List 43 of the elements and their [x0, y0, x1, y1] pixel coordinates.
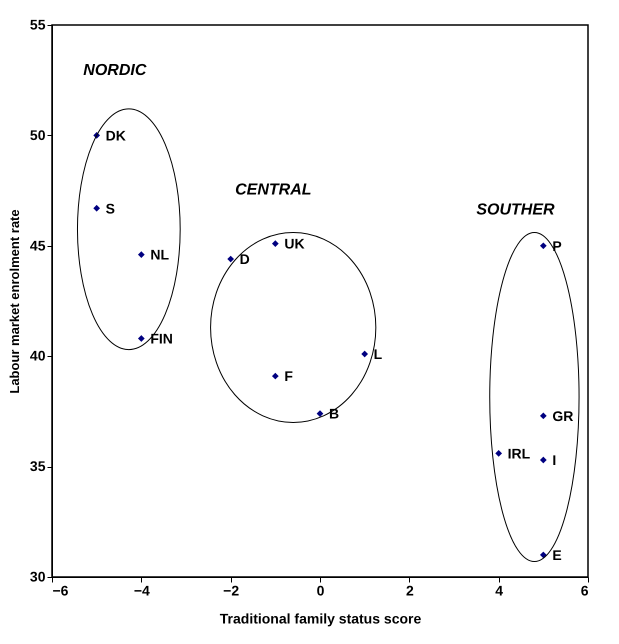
- y-tick-label: 35: [30, 458, 46, 474]
- point: [138, 251, 145, 258]
- annotation: D: [240, 251, 250, 268]
- point: [272, 240, 279, 247]
- point: [272, 372, 279, 380]
- y-tick-label: 45: [30, 237, 46, 254]
- point: [316, 410, 324, 417]
- x-tick-label: −4: [134, 582, 150, 598]
- x-axis-title: Traditional family status score: [220, 610, 422, 626]
- annotation: NL: [150, 246, 170, 263]
- annotation: UK: [284, 236, 305, 252]
- x-tick-label: −6: [52, 582, 69, 598]
- x-tick-label: 2: [406, 582, 414, 598]
- annotation: F: [284, 368, 294, 384]
- annotation: P: [552, 238, 562, 254]
- annotation: DK: [106, 127, 126, 144]
- y-tick-label: 50: [30, 126, 46, 143]
- x-tick-label: 0: [316, 582, 325, 598]
- annotation: FIN: [150, 330, 173, 347]
- y-tick-label: 30: [30, 568, 46, 584]
- annotation: IRL: [508, 445, 531, 462]
- y-tick-label: 40: [30, 348, 46, 364]
- y-tick-label: 55: [30, 16, 46, 32]
- point: [495, 450, 502, 457]
- point: [540, 456, 547, 464]
- annotation: SOUTHER: [476, 201, 556, 218]
- annotation: CENTRAL: [235, 181, 312, 198]
- annotation: L: [374, 346, 383, 362]
- x-tick-label: 4: [495, 582, 504, 598]
- annotation: NORDIC: [83, 62, 147, 80]
- annotation: GR: [552, 408, 574, 424]
- point: [93, 204, 100, 212]
- annotation: E: [552, 546, 562, 563]
- point: [540, 412, 547, 420]
- y-axis-title: Labour market enrolment rate: [6, 209, 22, 394]
- annotation: S: [106, 200, 116, 216]
- x-tick-label: 6: [580, 582, 589, 598]
- point: [227, 256, 234, 262]
- annotation: I: [552, 452, 556, 468]
- point: [540, 242, 547, 250]
- point: [138, 335, 145, 342]
- x-tick-label: −2: [223, 582, 240, 598]
- point: [361, 350, 368, 358]
